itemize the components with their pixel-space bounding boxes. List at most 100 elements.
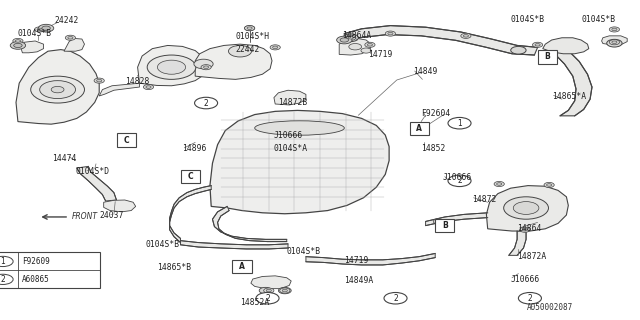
Circle shape (388, 32, 393, 35)
Text: F92604: F92604 (421, 109, 451, 118)
Circle shape (270, 45, 280, 50)
Text: 14852A: 14852A (240, 298, 269, 307)
Text: 0104S*A: 0104S*A (274, 144, 308, 153)
Circle shape (532, 42, 543, 47)
Circle shape (433, 219, 444, 224)
Circle shape (146, 86, 151, 88)
Circle shape (436, 220, 441, 223)
Polygon shape (170, 186, 211, 243)
Circle shape (10, 42, 26, 49)
Bar (117, 133, 136, 147)
Polygon shape (138, 45, 206, 86)
Polygon shape (212, 206, 287, 242)
Circle shape (31, 76, 84, 103)
Circle shape (94, 78, 104, 83)
Polygon shape (104, 200, 136, 212)
Text: 0104S*B: 0104S*B (146, 240, 180, 249)
Circle shape (448, 175, 471, 187)
Circle shape (520, 227, 530, 232)
Circle shape (37, 28, 42, 31)
Text: 14828: 14828 (125, 77, 149, 86)
Circle shape (494, 181, 504, 187)
Circle shape (157, 60, 186, 74)
Text: 0104S*B: 0104S*B (511, 15, 545, 24)
Circle shape (390, 296, 401, 301)
Circle shape (511, 46, 526, 54)
Circle shape (513, 202, 539, 214)
Text: J10666: J10666 (511, 275, 540, 284)
Circle shape (256, 292, 279, 304)
Text: 14896: 14896 (182, 144, 207, 153)
Bar (410, 122, 429, 135)
Circle shape (463, 35, 468, 37)
Circle shape (346, 35, 356, 40)
Circle shape (343, 34, 358, 42)
Circle shape (497, 183, 502, 185)
Polygon shape (180, 241, 288, 249)
Circle shape (448, 117, 471, 129)
Text: 14852: 14852 (421, 144, 445, 153)
Circle shape (0, 256, 13, 267)
Text: 2: 2 (204, 99, 209, 108)
Polygon shape (543, 38, 589, 54)
Circle shape (535, 44, 540, 46)
Circle shape (385, 31, 396, 36)
Circle shape (13, 43, 22, 48)
Circle shape (38, 24, 54, 32)
Text: 14872B: 14872B (278, 98, 308, 107)
Text: A050002087: A050002087 (527, 303, 573, 312)
Text: 2: 2 (265, 294, 270, 303)
Circle shape (201, 65, 211, 70)
Circle shape (35, 27, 45, 32)
Text: 0104S*B: 0104S*B (287, 247, 321, 256)
Text: 14864: 14864 (517, 224, 541, 233)
Circle shape (266, 289, 271, 292)
Text: 0104S*B: 0104S*B (581, 15, 615, 24)
Polygon shape (486, 186, 568, 231)
Circle shape (264, 288, 274, 293)
Text: 2: 2 (527, 294, 532, 303)
Polygon shape (306, 253, 435, 265)
Text: 24242: 24242 (54, 16, 79, 25)
Circle shape (273, 46, 278, 49)
Polygon shape (210, 110, 389, 214)
Polygon shape (77, 166, 116, 201)
Circle shape (461, 33, 471, 38)
Circle shape (607, 39, 622, 47)
Polygon shape (426, 213, 488, 226)
Circle shape (68, 36, 73, 39)
Circle shape (204, 66, 209, 68)
Text: B: B (442, 221, 447, 230)
Circle shape (42, 26, 51, 30)
Circle shape (202, 101, 211, 105)
Bar (181, 170, 200, 183)
Text: 14865*A: 14865*A (552, 92, 586, 101)
Circle shape (612, 28, 617, 31)
Circle shape (147, 55, 196, 79)
Circle shape (65, 35, 76, 40)
Text: 1: 1 (1, 257, 5, 266)
Circle shape (504, 197, 548, 219)
Circle shape (612, 41, 617, 44)
Polygon shape (16, 50, 99, 124)
Circle shape (361, 48, 371, 53)
Text: 14719: 14719 (344, 256, 369, 265)
Circle shape (544, 182, 554, 188)
Circle shape (518, 292, 541, 304)
Circle shape (609, 27, 620, 32)
Text: 0104S*H: 0104S*H (236, 32, 269, 41)
Circle shape (527, 297, 532, 300)
Text: 14865*B: 14865*B (157, 263, 191, 272)
Bar (0, 252, 100, 288)
Polygon shape (339, 38, 371, 55)
Circle shape (247, 27, 252, 29)
Polygon shape (195, 44, 272, 79)
Ellipse shape (255, 121, 344, 135)
Circle shape (367, 44, 372, 46)
Circle shape (282, 289, 287, 292)
Bar (232, 260, 252, 273)
Text: 2: 2 (393, 294, 398, 303)
Circle shape (547, 184, 552, 186)
Circle shape (195, 97, 218, 109)
Circle shape (244, 26, 255, 31)
